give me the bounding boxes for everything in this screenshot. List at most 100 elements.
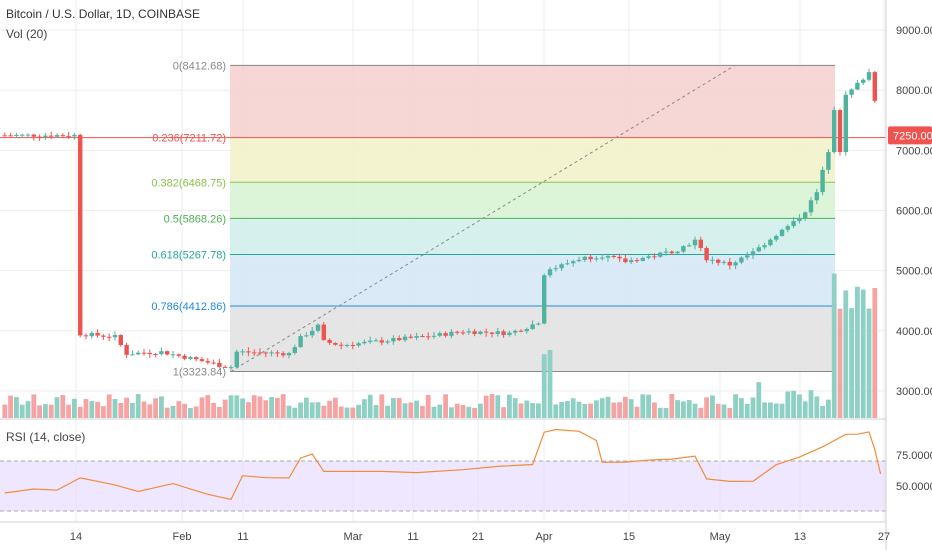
candle-body: [170, 354, 176, 356]
volume-bar: [292, 407, 298, 418]
volume-bar: [762, 402, 767, 418]
candle-body: [107, 336, 112, 338]
volume-bar: [367, 394, 373, 418]
volume-bar: [135, 394, 141, 418]
volume-bar: [727, 407, 733, 418]
candle-body: [600, 257, 605, 259]
volume-bar: [530, 403, 535, 418]
candle-body: [8, 135, 13, 137]
fib-zone: [230, 305, 835, 372]
last-price-label: 7250.00: [893, 130, 932, 142]
volume-bar: [704, 397, 709, 418]
price-axis-tick-label: 5000.00: [896, 266, 932, 278]
candle-body: [652, 256, 657, 258]
volume-bar: [675, 400, 680, 418]
candle-body: [14, 134, 19, 136]
volume-bar: [855, 286, 860, 418]
candle-body: [344, 345, 350, 347]
candle-body: [385, 341, 390, 343]
candle-body: [147, 352, 152, 355]
volume-bar: [536, 403, 541, 418]
price-axis-tick-label: 6000.00: [896, 206, 932, 218]
volume-bar: [414, 400, 419, 418]
volume-legend[interactable]: Vol (20): [6, 27, 48, 41]
volume-bar: [576, 401, 582, 418]
volume-bar: [60, 395, 66, 418]
volume-bar: [344, 407, 350, 418]
candle-body: [756, 247, 761, 252]
volume-bar: [315, 402, 321, 418]
candle-body: [623, 258, 628, 263]
volume-bar: [634, 406, 640, 418]
candle-body: [49, 135, 54, 137]
volume-bar: [623, 396, 628, 418]
volume-bar: [744, 403, 750, 418]
candle-body: [89, 332, 94, 337]
volume-bar: [802, 401, 808, 418]
volume-bar: [228, 395, 234, 418]
candle-body: [60, 135, 65, 137]
volume-bar: [657, 407, 663, 418]
volume-bar: [611, 402, 617, 418]
candle-body: [136, 352, 141, 355]
candle-body: [54, 135, 60, 137]
volume-bar: [66, 404, 71, 418]
volume-bar: [872, 287, 878, 418]
volume-bar: [153, 398, 158, 418]
volume-bar: [205, 394, 211, 418]
candle-body: [246, 351, 251, 353]
candle-body: [373, 340, 379, 342]
candle-body: [855, 82, 860, 90]
volume-bar: [663, 407, 669, 418]
candle-body: [739, 257, 744, 263]
volume-bar: [48, 404, 54, 418]
volume-bar: [95, 401, 100, 418]
volume-bar: [628, 399, 634, 418]
time-axis-tick-label: 27: [878, 531, 890, 543]
volume-bar: [246, 402, 251, 418]
candle-body: [536, 323, 541, 325]
volume-bar: [304, 397, 309, 418]
volume-bar: [837, 308, 843, 418]
candle-body: [304, 335, 309, 337]
price-axis-tick-label: 7000.00: [896, 145, 932, 157]
fib-level-label: 0.382(6468.75): [151, 177, 226, 189]
volume-bar: [686, 400, 692, 418]
fib-level-label: 0.5(5868.26): [164, 213, 226, 225]
candle-body: [750, 251, 756, 256]
volume-bar: [159, 396, 164, 418]
candle-body: [692, 239, 698, 246]
candle-body: [611, 255, 616, 257]
volume-bar: [478, 403, 483, 418]
candle-body: [437, 333, 442, 336]
volume-bar: [512, 398, 518, 418]
volume-bar: [391, 398, 396, 418]
volume-bar: [820, 405, 825, 418]
candle-body: [588, 256, 593, 260]
volume-bar: [14, 397, 19, 418]
fib-level-label: 0.618(5267.78): [151, 250, 226, 262]
volume-bar: [327, 400, 332, 418]
volume-bar: [199, 397, 205, 418]
candle-body: [228, 367, 234, 369]
fib-trend-line: [230, 64, 736, 372]
volume-bar: [570, 398, 576, 418]
candle-body: [576, 259, 582, 262]
rsi-legend[interactable]: RSI (14, close): [6, 430, 86, 444]
candle-body: [83, 335, 89, 337]
candle-body: [704, 247, 709, 261]
volume-bar: [460, 404, 466, 418]
candle-body: [397, 338, 402, 341]
price-axis-tick-label: 3000.00: [896, 386, 932, 398]
time-axis-tick-label: Feb: [173, 531, 192, 543]
volume-bar: [19, 404, 25, 418]
fib-zone: [230, 65, 835, 138]
candle-body: [455, 331, 460, 333]
fibonacci-retracement[interactable]: 0(8412.68) 0.236(7211.72) 0.382(6468.75) 0.…: [0, 60, 886, 378]
fib-level-label: 0(8412.68): [173, 60, 226, 72]
candle-body: [20, 134, 25, 136]
candle-body: [779, 229, 785, 236]
fib-level-label: 0.786(4412.86): [151, 301, 226, 313]
candle-body: [698, 239, 703, 248]
candle-body: [843, 94, 848, 153]
